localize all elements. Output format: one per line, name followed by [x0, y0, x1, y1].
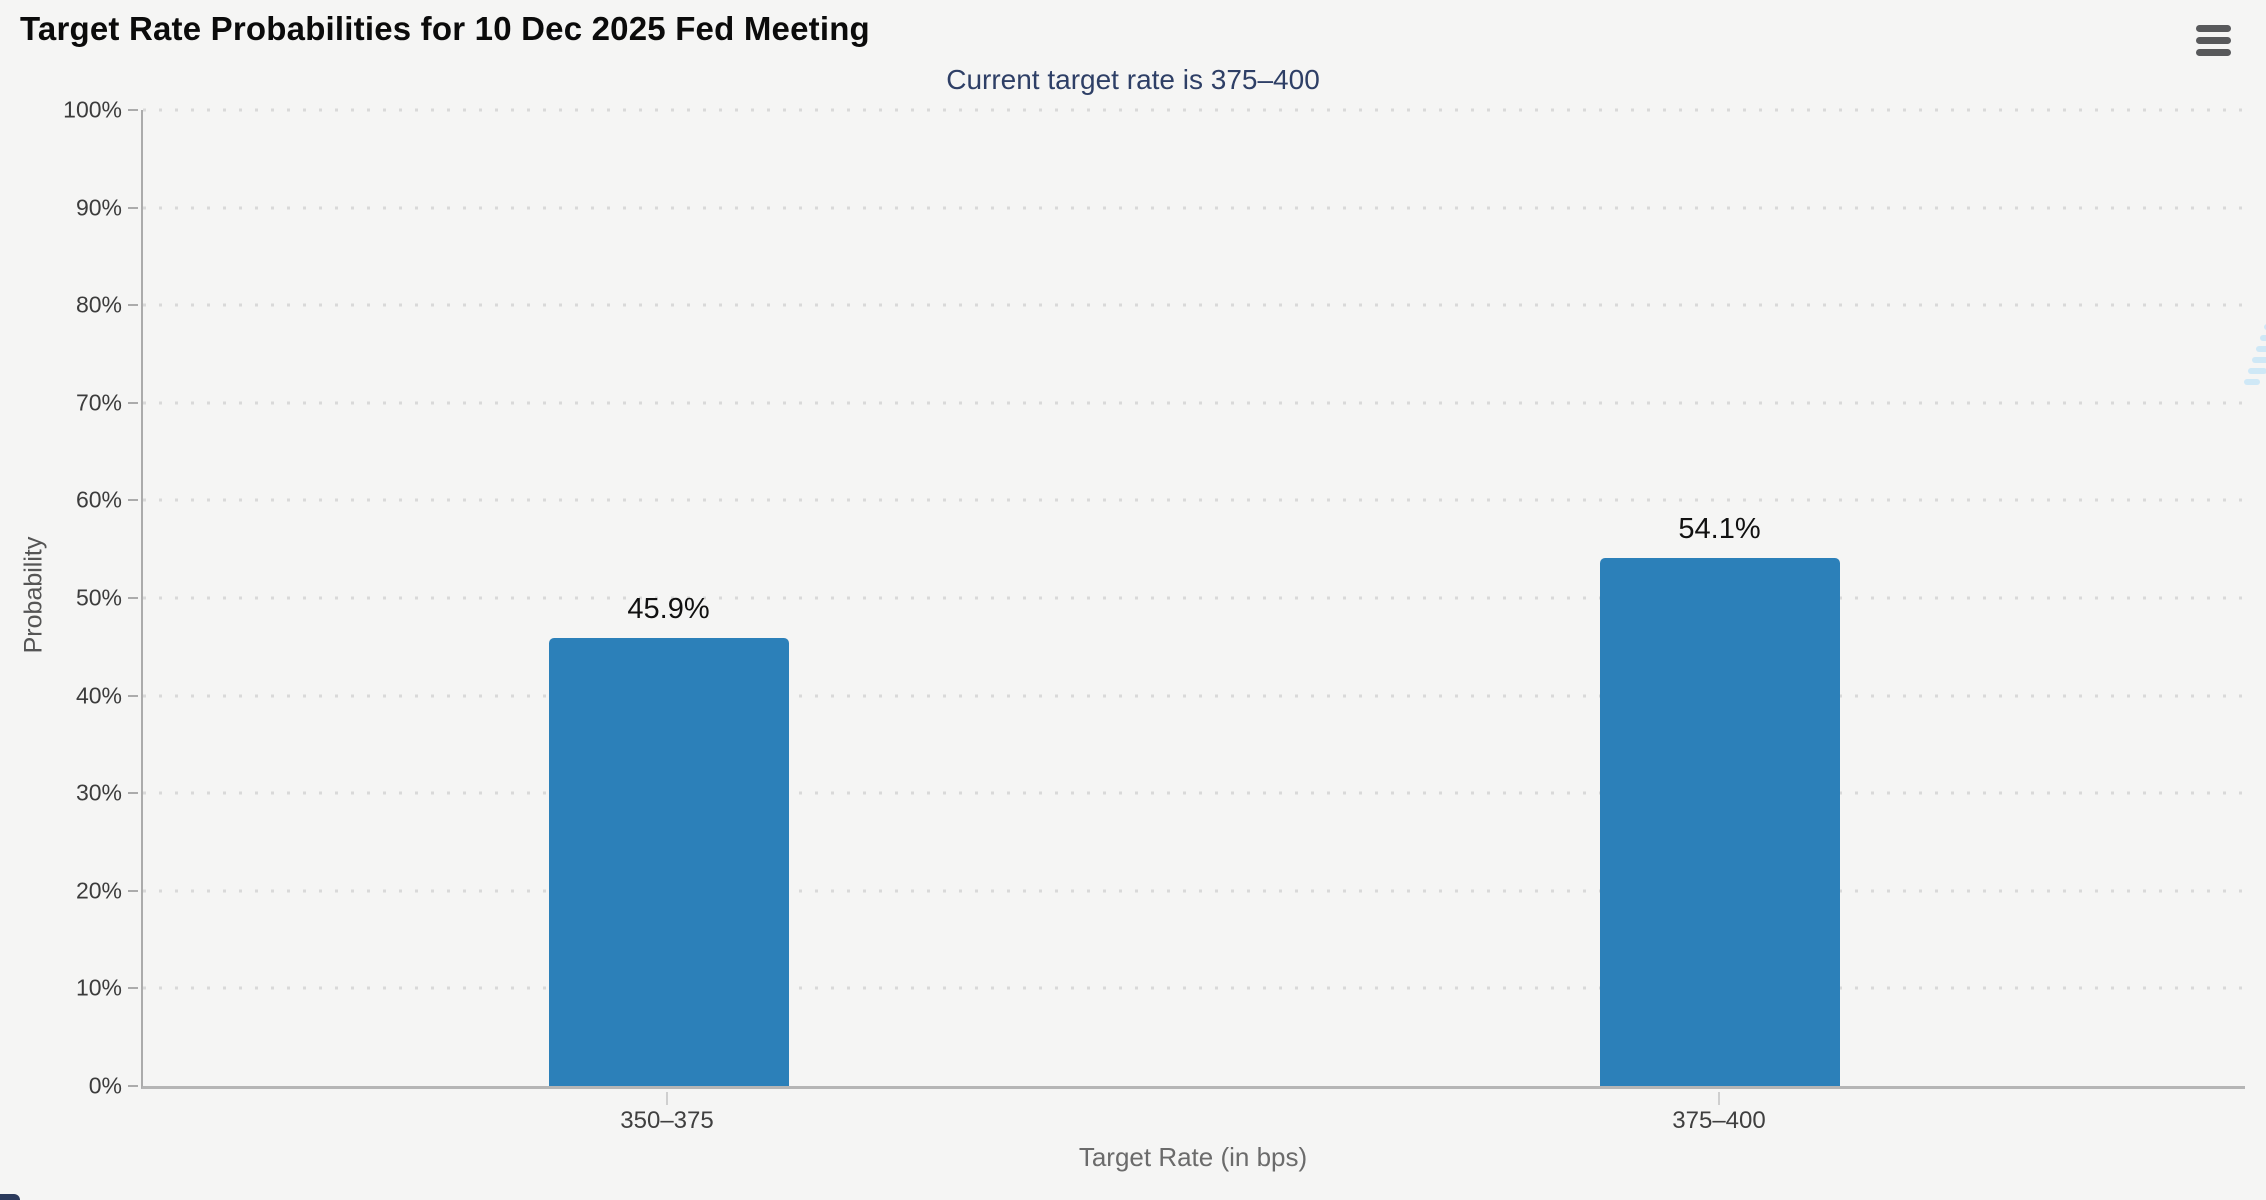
y-tick	[128, 792, 138, 795]
y-tick-label: 90%	[75, 194, 122, 221]
y-tick	[128, 694, 138, 697]
bottom-left-panel-corner	[0, 1194, 20, 1200]
gridline-20pct	[143, 889, 2245, 893]
y-tick-label: 10%	[75, 974, 122, 1001]
swoosh-icon	[2244, 324, 2266, 385]
y-axis: 0% 10% 20% 30% 40% 50% 60% 70% 80% 90% 100%	[0, 97, 141, 1099]
x-tick	[1718, 1092, 1720, 1105]
y-tick-label: 50%	[75, 584, 122, 611]
y-tick	[128, 1085, 138, 1087]
gridline-60pct	[143, 498, 2245, 502]
gridline-90pct	[143, 206, 2245, 210]
gridline-80pct	[143, 303, 2245, 307]
x-axis-title: Target Rate (in bps)	[1078, 1142, 1308, 1172]
chart-title: Target Rate Probabilities for 10 Dec 202…	[20, 10, 870, 47]
y-tick	[128, 987, 138, 990]
x-category-label: 350–375	[620, 1107, 714, 1134]
bar-value-label: 54.1%	[1678, 512, 1761, 545]
probability-bar[interactable]	[548, 638, 789, 1086]
gridline-40pct	[143, 694, 2245, 698]
y-tick-label: 0%	[88, 1072, 122, 1099]
quikstrike-watermark: Q	[2243, 222, 2266, 397]
y-tick-label: 40%	[75, 682, 122, 709]
y-tick-label: 60%	[75, 486, 122, 513]
y-tick	[128, 109, 138, 111]
gridline-10pct	[143, 986, 2245, 990]
y-tick	[128, 889, 138, 892]
y-tick-label: 30%	[75, 779, 122, 806]
bar-value-label: 45.9%	[627, 593, 710, 626]
gridline-30pct	[143, 791, 2245, 795]
y-tick	[128, 401, 138, 404]
y-tick	[128, 206, 138, 209]
plot-area: Q 45.9% 54.1%	[141, 108, 2266, 1089]
x-axis: 350–375 375–400	[141, 1092, 2245, 1152]
chart-menu-button[interactable]	[2196, 22, 2236, 58]
x-category-label: 375–400	[1672, 1107, 1766, 1134]
y-tick-label: 20%	[75, 877, 122, 904]
y-tick	[128, 499, 138, 502]
y-tick-label: 70%	[75, 389, 122, 416]
y-tick-label: 80%	[75, 291, 122, 318]
y-tick-label: 100%	[63, 96, 122, 123]
y-tick	[128, 597, 138, 599]
x-tick	[666, 1092, 668, 1105]
gridline-70pct	[143, 401, 2245, 405]
gridline-50pct	[143, 596, 2245, 600]
y-tick	[128, 304, 138, 307]
chart-subtitle: Current target rate is 375–400	[946, 64, 1320, 95]
gridline-100pct	[143, 108, 2245, 112]
probability-bar[interactable]	[1599, 557, 1840, 1086]
